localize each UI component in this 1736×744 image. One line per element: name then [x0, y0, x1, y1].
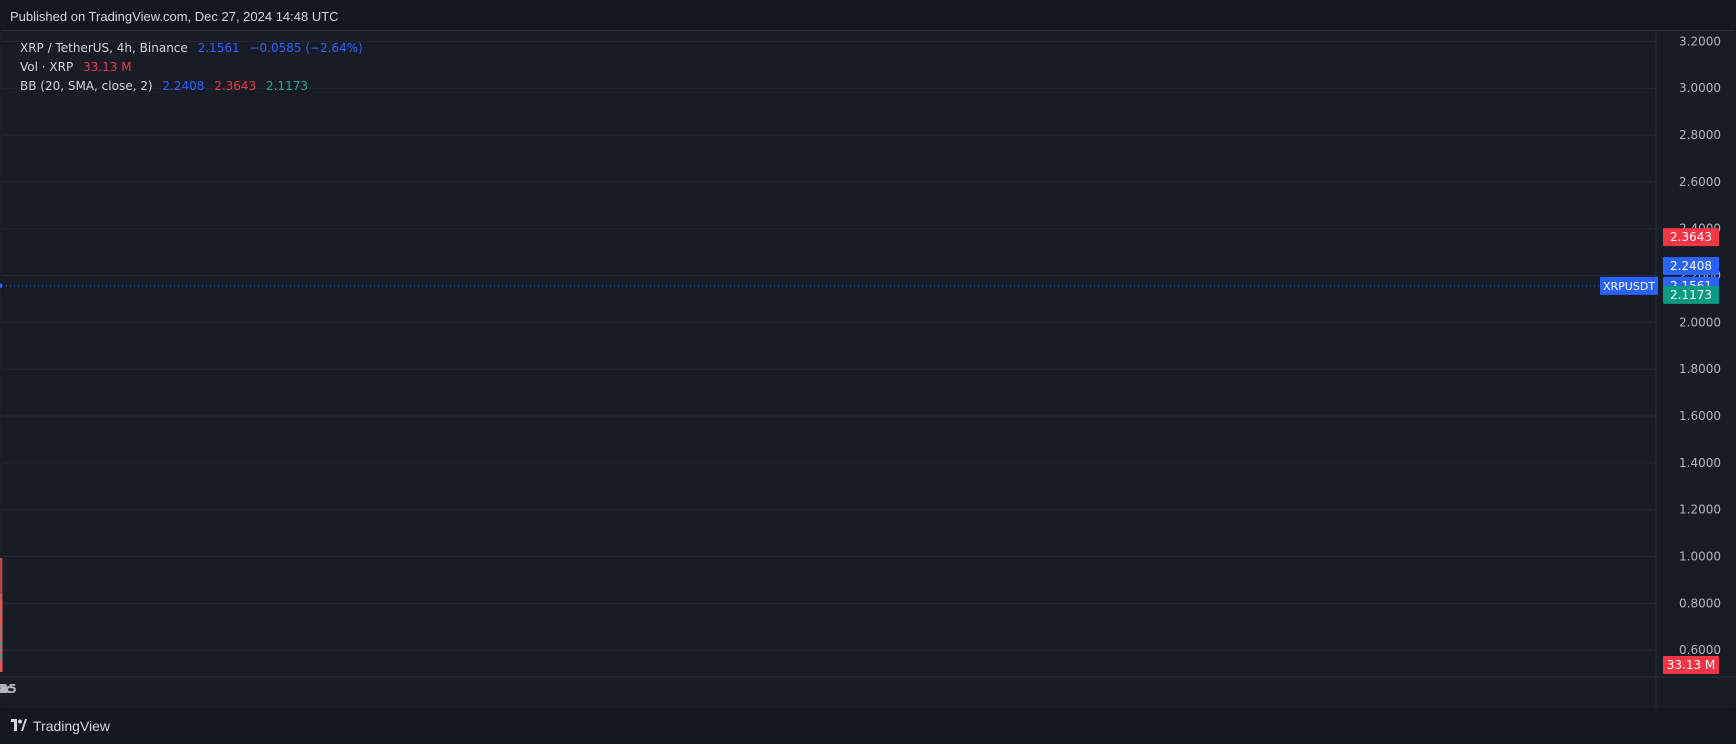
- price-tick-label: 3.2000: [1679, 34, 1721, 48]
- tradingview-logo[interactable]: TradingView: [11, 718, 110, 734]
- time-tick-label: 21: [0, 682, 8, 696]
- time-tick-label: 19: [0, 682, 8, 696]
- legend-volume-label: Vol · XRP: [20, 60, 74, 74]
- legend-bb-label: BB (20, SMA, close, 2): [20, 79, 153, 93]
- price-axis[interactable]: 0.6000 0.8000 1.0000 1.2000 1.4000 1.6000 1.80…: [1655, 30, 1721, 707]
- legend-volume-value: 33.13 M: [83, 60, 132, 74]
- price-axis-label-bg: [1663, 256, 1719, 275]
- time-tick-label: 11: [0, 682, 8, 696]
- published-header: Published on TradingView.com, Dec 27, 20…: [0, 0, 1736, 30]
- time-tick-label: 14: [0, 682, 8, 696]
- time-tick-label: 12: [0, 682, 8, 696]
- tradingview-logo-text: TradingView: [33, 718, 111, 734]
- time-tick-label: 25: [0, 682, 8, 696]
- legend-bb-upper: 2.3643: [214, 79, 257, 93]
- legend-bb-lower: 2.1173: [266, 79, 309, 93]
- price-axis-label: 33.13 M: [1667, 658, 1716, 672]
- time-tick-label: 16: [0, 682, 8, 696]
- price-axis-label: 2.3643: [1670, 230, 1712, 244]
- price-tick-label: 1.8000: [1679, 362, 1721, 376]
- volume-bar: [0, 662, 3, 672]
- series-lines: [0, 282, 1656, 290]
- chart-legend: XRP / TetherUS, 4h, Binance 2.1561 −0.05…: [20, 39, 363, 96]
- price-tick-label: 0.8000: [1679, 596, 1721, 610]
- price-tick-label: 2.0000: [1679, 315, 1721, 329]
- symbol-tag-bg: [1600, 276, 1658, 295]
- price-axis-label: 2.1173: [1670, 288, 1712, 302]
- price-tick-label: 3.0000: [1679, 81, 1721, 95]
- legend-price: 2.1561: [197, 41, 240, 55]
- time-tick-label: 28: [0, 682, 8, 696]
- time-tick-label: 2025: [0, 682, 17, 696]
- legend-change: −0.0585 (−2.64%): [249, 41, 363, 55]
- time-tick-label: 4: [0, 682, 4, 696]
- symbol-tag-label: XRPUSDT: [1603, 280, 1655, 293]
- price-tick-label: 1.4000: [1679, 456, 1721, 470]
- last-price-dot: [0, 282, 4, 290]
- time-axis[interactable]: 111418212528Dec491216192326292025: [0, 676, 1736, 696]
- legend-row-volume[interactable]: Vol · XRP 33.13 M: [20, 58, 363, 77]
- published-text: Published on TradingView.com, Dec 27, 20…: [10, 9, 339, 24]
- price-tick-label: 1.0000: [1679, 550, 1721, 564]
- time-tick-label: 9: [0, 682, 4, 696]
- price-axis-label-bg: [1663, 285, 1719, 304]
- price-axis-label-bg: [1663, 656, 1719, 674]
- volume-bars: [0, 558, 3, 672]
- time-tick-label: 23: [0, 682, 8, 696]
- price-axis-label: 2.2408: [1670, 259, 1712, 273]
- price-tick-label: 1.6000: [1679, 409, 1721, 423]
- time-tick-label: 26: [0, 682, 8, 696]
- time-tick-label: 18: [0, 682, 8, 696]
- price-tick-label: 1.2000: [1679, 503, 1721, 517]
- price-axis-label-bg: [1663, 228, 1719, 247]
- price-tick-label: 2.8000: [1679, 128, 1721, 142]
- time-tick-label: Dec: [0, 682, 13, 696]
- legend-row-bb[interactable]: BB (20, SMA, close, 2) 2.2408 2.3643 2.1…: [20, 77, 363, 96]
- tradingview-logo-icon: [11, 718, 27, 734]
- legend-row-symbol[interactable]: XRP / TetherUS, 4h, Binance 2.1561 −0.05…: [20, 39, 363, 58]
- price-tick-label: 0.6000: [1679, 643, 1721, 657]
- chart-grid: [0, 32, 1656, 676]
- time-tick-label: 29: [0, 682, 8, 696]
- price-tick-label: 2.6000: [1679, 175, 1721, 189]
- footer-bar: TradingView: [0, 708, 1736, 744]
- legend-symbol-title: XRP / TetherUS, 4h, Binance: [20, 41, 188, 55]
- legend-bb-basis: 2.2408: [162, 79, 205, 93]
